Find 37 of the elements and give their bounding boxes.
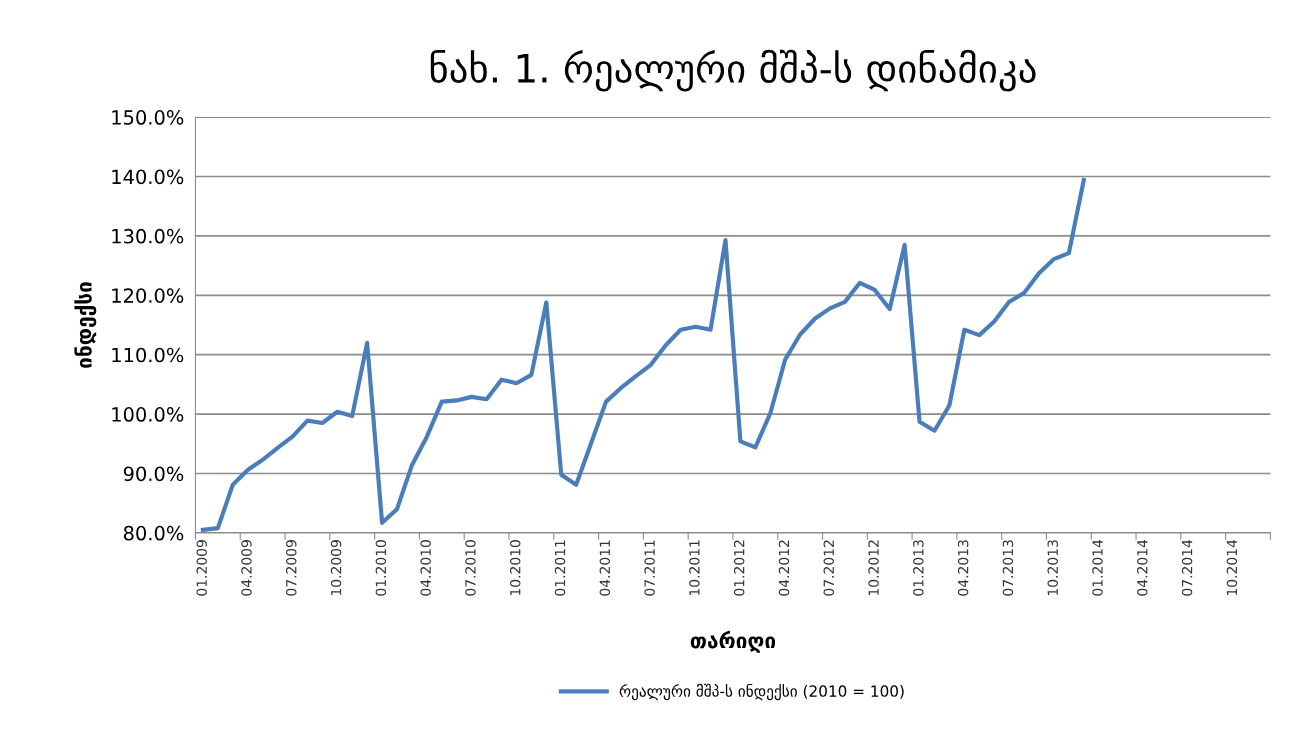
y-tick-label: 110.0% xyxy=(112,347,184,363)
x-tick-label: 04.2011 xyxy=(599,540,611,596)
x-tick-label: 07.2013 xyxy=(1002,540,1014,596)
x-tick-label: 01.2010 xyxy=(375,540,387,596)
y-tick-label: 130.0% xyxy=(112,228,184,244)
x-tick-label: 01.2012 xyxy=(733,540,745,596)
y-tick-label: 80.0% xyxy=(123,525,184,541)
y-tick-label: 100.0% xyxy=(112,407,184,422)
x-tick-label: 04.2009 xyxy=(241,540,252,596)
line-series xyxy=(200,177,1086,533)
x-tick-label: 01.2011 xyxy=(554,540,566,596)
x-tick-label: 07.2012 xyxy=(823,540,835,596)
x-tick-label: 01.2009 xyxy=(196,540,207,596)
x-tick-label: 04.2013 xyxy=(957,540,969,596)
y-tick-label: 90.0% xyxy=(123,466,184,482)
x-tick-label: 07.2014 xyxy=(1181,539,1193,596)
chart-title: ნახ. 1. რეალური მშპ-ს დინამიკა xyxy=(430,49,1036,92)
x-tick-label: 01.2013 xyxy=(913,540,924,596)
x-tick-label: 10.2014 xyxy=(1226,539,1238,596)
y-tick-label: 140.0% xyxy=(112,169,184,185)
y-tick-label: 120.0% xyxy=(112,288,184,303)
x-tick-label: 04.2014 xyxy=(1137,539,1148,596)
x-tick-label: 07.2011 xyxy=(644,540,655,596)
x-tick-label: 07.2009 xyxy=(286,540,297,596)
x-tick-label: 01.2014 xyxy=(1092,539,1103,596)
x-tick-label: 04.2010 xyxy=(420,540,431,596)
x-tick-label: 07.2010 xyxy=(465,540,476,596)
x-tick-label: 04.2012 xyxy=(778,540,790,596)
y-axis-title: ინდექსი xyxy=(74,282,97,368)
x-tick-label: 10.2009 xyxy=(330,540,342,596)
x-tick-label: 10.2011 xyxy=(689,540,700,596)
y-tick-label: 150.0% xyxy=(112,110,184,125)
x-tick-label: 10.2012 xyxy=(868,540,879,596)
x-axis-title: თარიღი xyxy=(690,630,776,653)
x-tick-label: 10.2010 xyxy=(509,540,521,596)
x-tick-label: 10.2013 xyxy=(1047,540,1058,596)
legend-label: რეალური მშპ-ს ინდექსი (2010 = 100) xyxy=(619,683,904,701)
